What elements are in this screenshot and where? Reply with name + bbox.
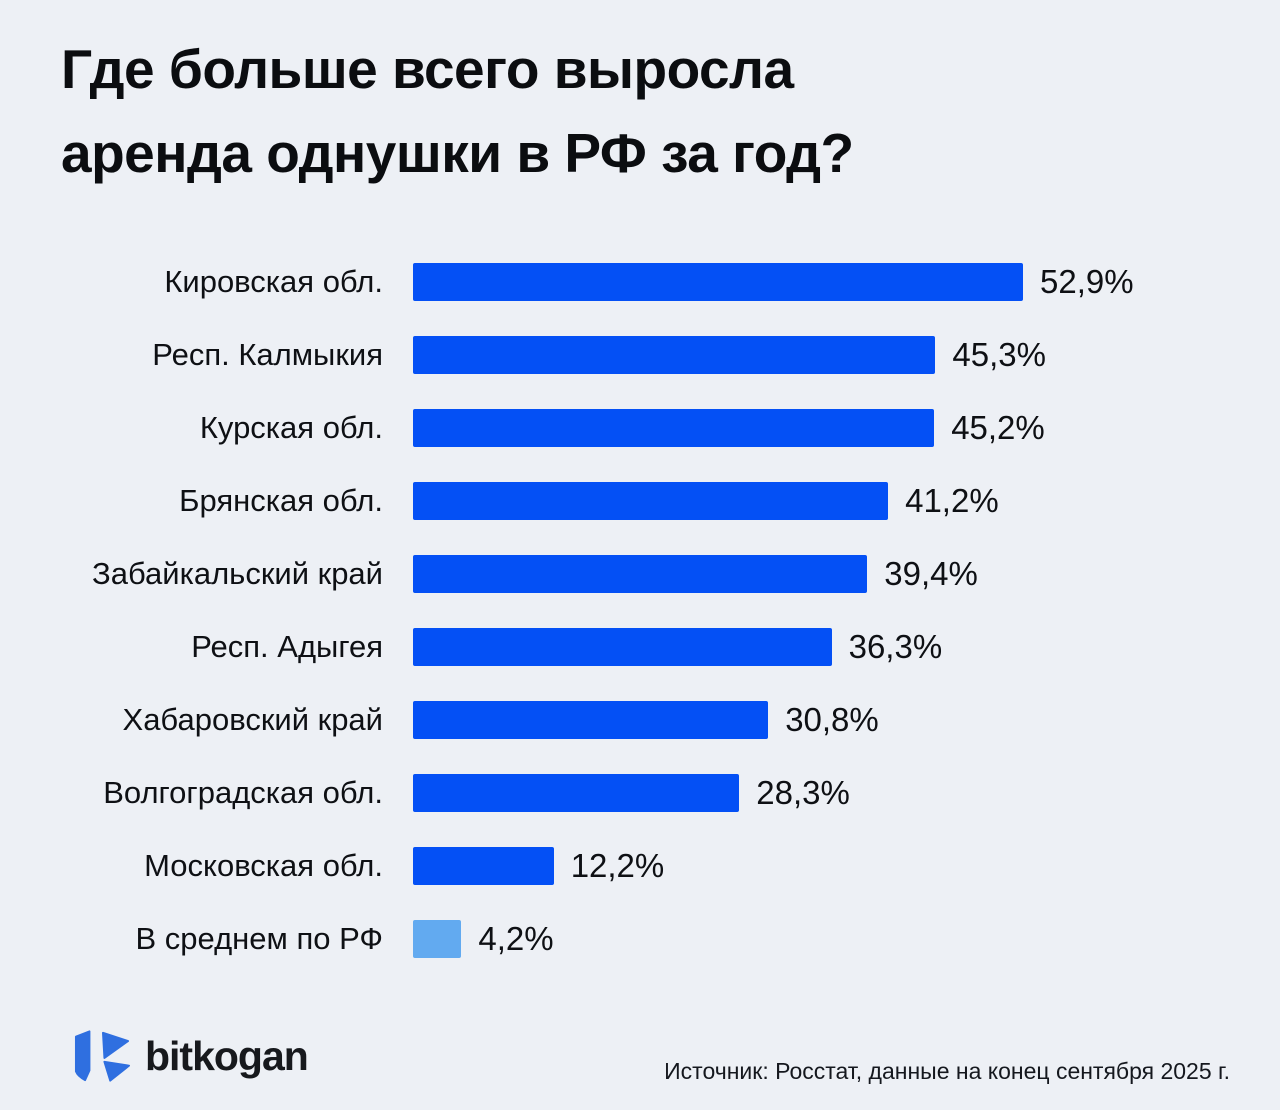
bar: [413, 481, 889, 520]
bar: [413, 262, 1023, 301]
bar-chart: Кировская обл. 52,9% Респ. Калмыкия 45,3% Ку…: [0, 245, 1280, 975]
category-label: В среднем по РФ: [135, 920, 383, 956]
value-label: 45,3%: [952, 335, 1046, 373]
bar: [413, 554, 868, 593]
bar: [413, 408, 935, 447]
value-label: 39,4%: [884, 554, 978, 592]
value-label: 30,8%: [785, 700, 879, 738]
chart-row: Респ. Адыгея 36,3%: [0, 610, 1280, 683]
category-label: Кировская обл.: [164, 263, 383, 299]
bar: [413, 627, 832, 666]
chart-row: Московская обл. 12,2%: [0, 829, 1280, 902]
category-label: Брянская обл.: [179, 482, 383, 518]
chart-row: В среднем по РФ 4,2%: [0, 902, 1280, 975]
value-label: 12,2%: [570, 846, 665, 884]
value-label: 45,2%: [951, 408, 1045, 446]
value-label: 28,3%: [756, 773, 850, 811]
bar: [413, 846, 554, 885]
value-label: 36,3%: [848, 627, 943, 665]
bar: [413, 773, 740, 812]
category-label: Московская обл.: [144, 847, 383, 883]
brand-logo: bitkogan: [74, 1028, 309, 1084]
category-label: Хабаровский край: [122, 701, 383, 737]
page-title: Где больше всего выросла аренда однушки …: [61, 28, 854, 195]
value-label: 52,9%: [1040, 262, 1134, 300]
value-label: 41,2%: [905, 481, 999, 519]
category-label: Респ. Калмыкия: [152, 336, 383, 372]
value-label: 4,2%: [478, 919, 554, 957]
chart-row: Волгоградская обл. 28,3%: [0, 756, 1280, 829]
chart-row: Курская обл. 45,2%: [0, 391, 1280, 464]
chart-row: Забайкальский край 39,4%: [0, 537, 1280, 610]
chart-rows: Кировская обл. 52,9% Респ. Калмыкия 45,3% Ку…: [0, 245, 1280, 975]
chart-row: Кировская обл. 52,9%: [0, 245, 1280, 318]
brand-name: bitkogan: [145, 1032, 309, 1079]
chart-row: Хабаровский край 30,8%: [0, 683, 1280, 756]
page-title-line-1: Где больше всего выросла: [61, 38, 794, 100]
category-label: Респ. Адыгея: [191, 628, 383, 664]
chart-row: Респ. Калмыкия 45,3%: [0, 318, 1280, 391]
category-label: Курская обл.: [199, 409, 383, 445]
bar: [413, 335, 936, 374]
bar: [413, 919, 462, 958]
category-label: Волгоградская обл.: [103, 774, 383, 810]
page-title-line-2: аренда однушки в РФ за год?: [61, 121, 854, 184]
source-caption: Источник: Росстат, данные на конец сентя…: [664, 1058, 1230, 1084]
bar: [413, 700, 769, 739]
chart-row: Брянская обл. 41,2%: [0, 464, 1280, 537]
category-label: Забайкальский край: [92, 555, 383, 591]
bitkogan-logo-icon: [74, 1028, 130, 1084]
